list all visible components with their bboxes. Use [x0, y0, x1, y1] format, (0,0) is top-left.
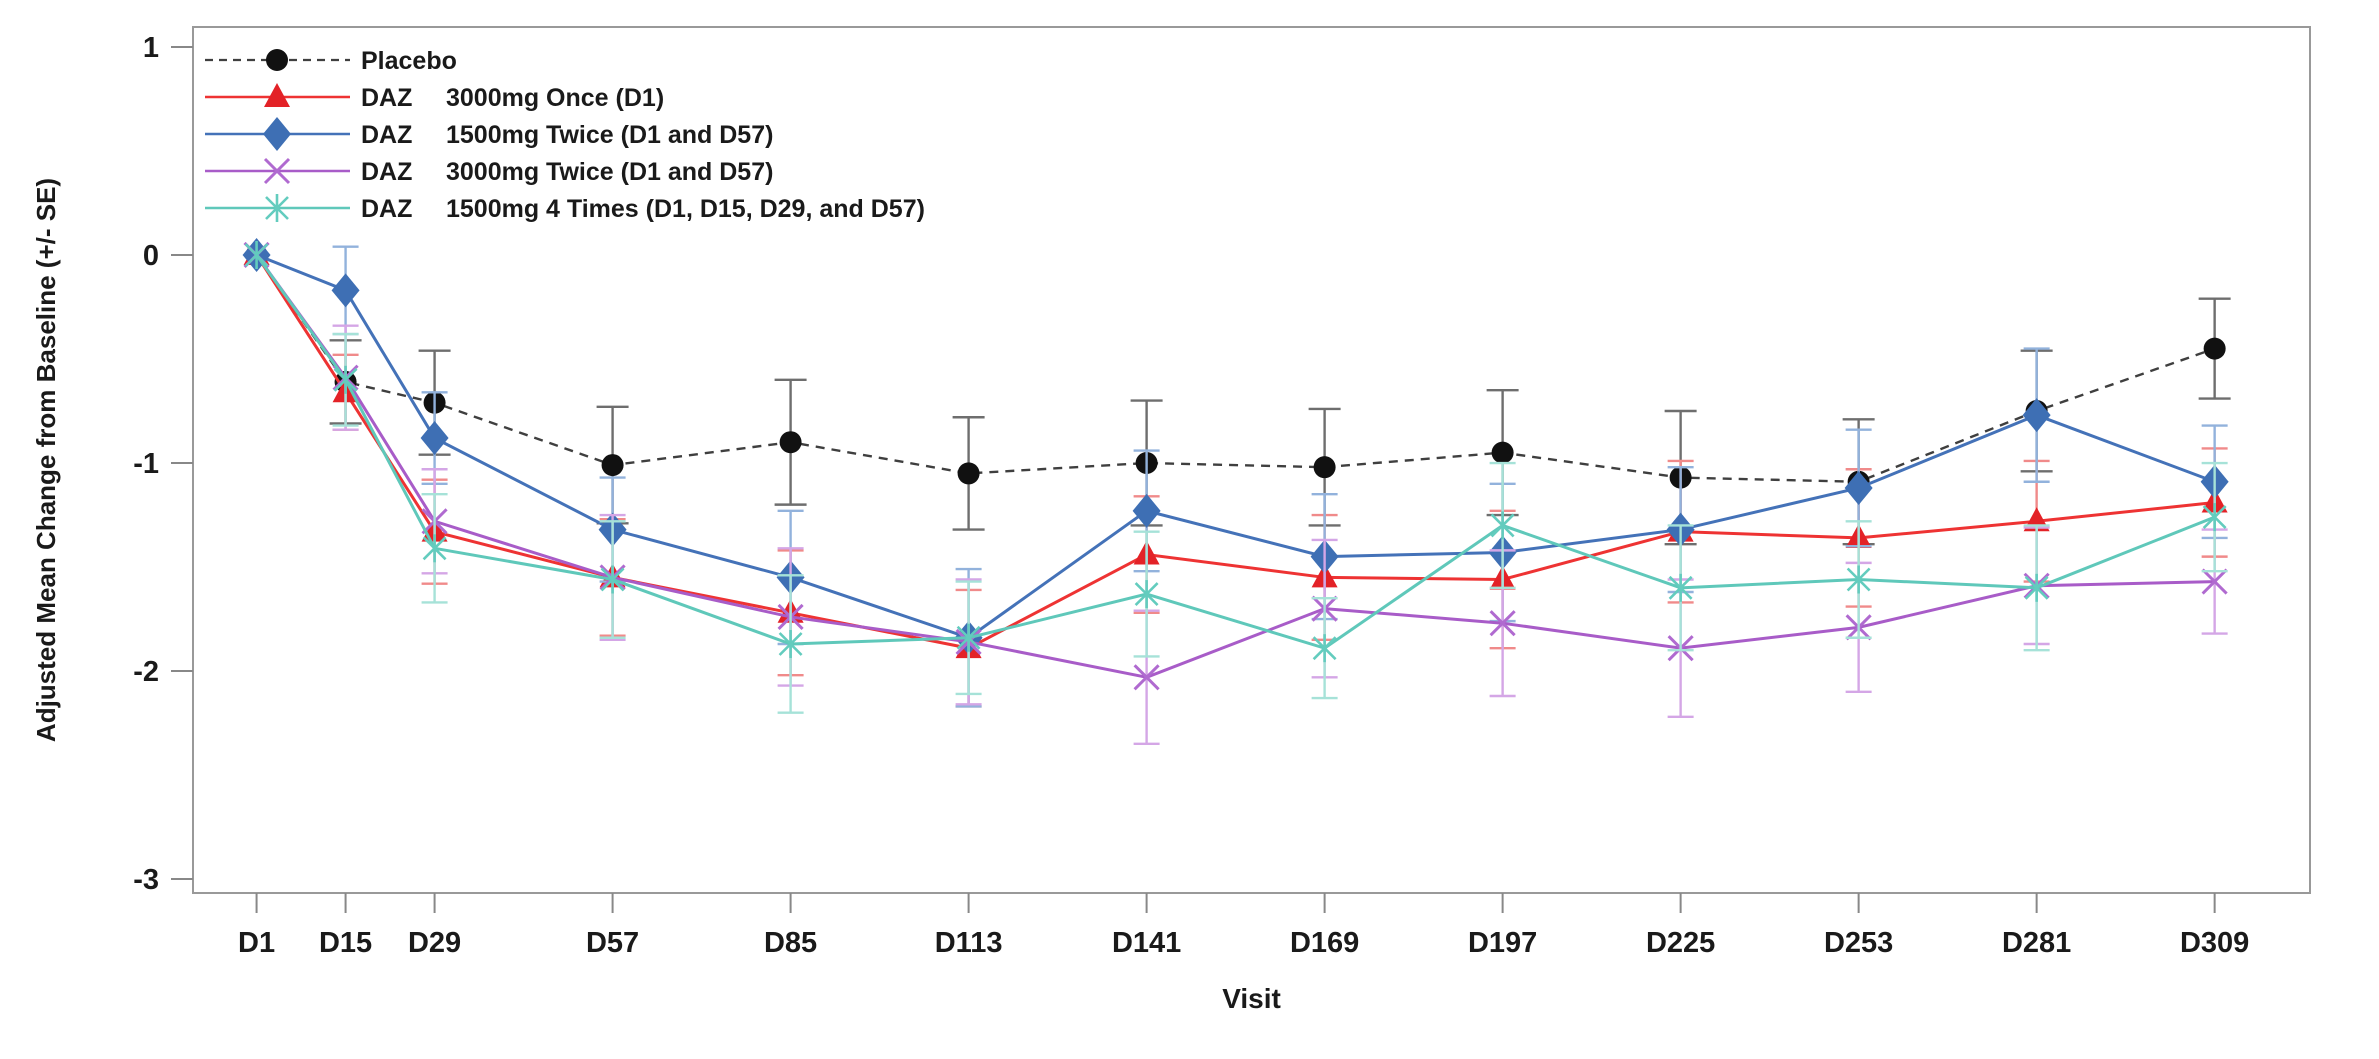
legend-item: DAZ 1500mg Twice (D1 and D57) — [205, 117, 773, 151]
legend-item: DAZ 1500mg 4 Times (D1, D15, D29, and D57… — [205, 194, 925, 223]
marker-x — [2201, 568, 2228, 595]
x-axis-title: Visit — [1222, 983, 1281, 1014]
x-tick-label: D85 — [764, 927, 817, 959]
x-tick-label: D15 — [319, 927, 372, 959]
legend-item-label: Placebo — [361, 47, 457, 75]
marker-asterisk — [1312, 636, 1337, 661]
x-tick-label: D113 — [935, 927, 1003, 959]
marker-asterisk — [265, 196, 289, 220]
marker-diamond — [1132, 493, 1161, 528]
marker-circle — [266, 49, 288, 71]
y-tick-label: 1 — [143, 32, 159, 64]
legend-item-label: DAZ 1500mg Twice (D1 and D57) — [361, 121, 773, 149]
series-line — [255, 254, 2216, 483]
x-tick-label: D281 — [2002, 927, 2071, 959]
marker-circle — [2203, 337, 2226, 360]
x-tick-label: D253 — [1824, 927, 1893, 959]
x-tick-label: D1 — [238, 927, 275, 959]
series-placebo — [245, 243, 2231, 546]
marker-asterisk — [2024, 575, 2049, 600]
marker-x — [1489, 610, 1516, 637]
series-daz-3000mg-once-d1- — [243, 240, 2228, 708]
marker-circle — [957, 462, 980, 485]
marker-circle — [779, 431, 802, 454]
y-tick-label: -3 — [133, 864, 159, 896]
marker-asterisk — [1668, 575, 1693, 600]
marker-diamond — [2022, 398, 2051, 433]
x-tick-label: D309 — [2180, 927, 2249, 959]
y-tick-label: -2 — [133, 656, 159, 688]
marker-diamond — [420, 421, 449, 456]
series-daz-1500mg-4-times-d1-d15-d29-and-d57- — [244, 240, 2228, 714]
marker-circle — [1313, 456, 1336, 479]
legend-item: Placebo — [205, 47, 457, 75]
y-tick-label: 0 — [143, 240, 159, 272]
x-tick-label: D29 — [408, 927, 461, 959]
legend-item-label: DAZ 3000mg Once (D1) — [361, 84, 664, 112]
marker-asterisk — [333, 367, 358, 392]
legend-item-label: DAZ 3000mg Twice (D1 and D57) — [361, 158, 773, 186]
x-tick-label: D225 — [1646, 927, 1715, 959]
series-line — [255, 254, 2215, 650]
marker-asterisk — [778, 632, 803, 656]
series-line — [255, 254, 2216, 650]
marker-diamond — [1844, 470, 1873, 505]
marker-x — [1133, 664, 1160, 691]
marker-asterisk — [956, 625, 981, 650]
x-tick-label: D141 — [1112, 927, 1181, 959]
marker-triangle — [264, 83, 290, 107]
plot-frame — [192, 26, 2311, 894]
series-line — [256, 253, 2216, 640]
legend-item-label: DAZ 1500mg 4 Times (D1, D15, D29, and D57… — [361, 195, 925, 223]
series-daz-1500mg-twice-d1-and-d57- — [242, 237, 2229, 708]
legend-item: DAZ 3000mg Twice (D1 and D57) — [205, 157, 773, 186]
marker-diamond — [331, 273, 360, 308]
marker-asterisk — [1490, 513, 1515, 538]
marker-circle — [1491, 441, 1514, 464]
marker-asterisk — [2202, 505, 2227, 530]
marker-asterisk — [600, 567, 625, 592]
marker-asterisk — [244, 243, 269, 267]
y-tick-label: -1 — [133, 448, 159, 480]
marker-asterisk — [1134, 582, 1159, 606]
legend-item: DAZ 3000mg Once (D1) — [205, 83, 664, 112]
x-tick-label: D169 — [1290, 927, 1359, 959]
x-tick-label: D197 — [1468, 927, 1537, 959]
marker-x — [263, 157, 291, 185]
marker-asterisk — [422, 536, 447, 561]
x-tick-label: D57 — [586, 927, 639, 959]
marker-diamond — [263, 117, 291, 151]
marker-circle — [601, 454, 624, 477]
y-axis-title: Adjusted Mean Change from Baseline (+/- … — [31, 178, 61, 742]
marker-asterisk — [1846, 567, 1871, 592]
